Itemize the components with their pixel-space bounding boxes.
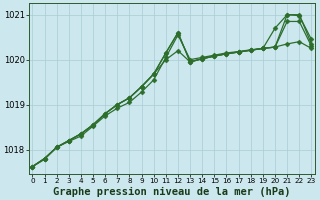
X-axis label: Graphe pression niveau de la mer (hPa): Graphe pression niveau de la mer (hPa) — [53, 186, 291, 197]
